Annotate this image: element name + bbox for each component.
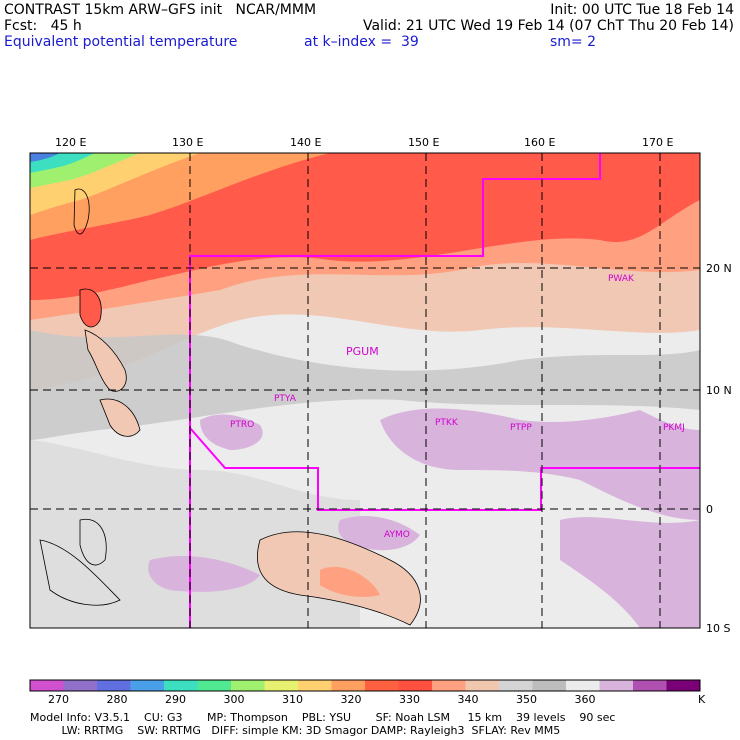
colorbar-tick-label: 280 [107,693,128,706]
colorbar-tick-label: 350 [516,693,537,706]
lon-label: 170 E [642,136,673,149]
smoothing: sm= 2 [550,34,597,50]
lon-label: 130 E [172,136,203,149]
colorbar-swatch [465,680,500,691]
colorbar-swatch [130,680,165,691]
colorbar-swatch [532,680,567,691]
lon-label: 160 E [524,136,555,149]
lat-label: 10 S [706,622,730,635]
theta-e-field [30,153,700,628]
lat-label: 20 N [706,262,732,275]
colorbar-swatch [231,680,265,691]
colorbar-swatch [633,680,667,691]
colorbar-swatch [264,680,299,691]
colorbar-swatch [30,680,64,691]
station-label: AYMO [384,530,410,540]
colorbar-tick-label: 310 [282,693,303,706]
model-info-line2: LW: RRTMG SW: RRTMG DIFF: simple KM: 3D … [30,724,561,737]
station-label: PKMJ [663,423,685,433]
colorbar-swatch [197,680,232,691]
colorbar-swatch [432,680,466,691]
level-index: at k–index = 39 [304,34,419,50]
lat-label: 0 [706,503,713,516]
station-label: PWAK [608,274,635,284]
colorbar-frame [29,679,701,692]
model-info-line1: Model Info: V3.5.1 CU: G3 MP: Thompson P… [30,711,616,724]
colorbar-tick-label: 360 [575,693,596,706]
station-label: PTPP [510,423,532,433]
colorbar-swatch [164,680,198,691]
colorbar-unit: K [698,693,706,706]
colorbar-swatch [599,680,634,691]
colorbar-swatch [365,680,399,691]
colorbar-swatch [666,680,701,691]
valid-time: Valid: 21 UTC Wed 19 Feb 14 (07 ChT Thu … [362,18,734,34]
station-label: PTYA [274,394,297,404]
map-frame [29,152,701,629]
init-time: Init: 00 UTC Tue 18 Feb 14 [550,2,734,18]
colorbar: 270 280 290 300 310 320 330 340 350 360 [29,679,701,706]
station-label: PTRO [230,420,254,430]
colorbar-tick-label: 340 [458,693,479,706]
lon-label: 150 E [408,136,439,149]
colorbar-swatch [331,680,366,691]
model-title: CONTRAST 15km ARW–GFS init NCAR/MMM [4,2,317,18]
colorbar-tick-label: 330 [399,693,420,706]
colorbar-swatch [298,680,332,691]
colorbar-tick-label: 290 [165,693,186,706]
colorbar-tick-label: 320 [341,693,362,706]
lon-label: 140 E [290,136,321,149]
colorbar-swatch [63,680,98,691]
colorbar-swatch [566,680,600,691]
field-name: Equivalent potential temperature [4,34,238,50]
colorbar-swatch [499,680,533,691]
station-label: PGUM [346,345,379,358]
lat-label: 10 N [706,384,732,397]
colorbar-tick-label: 300 [224,693,245,706]
colorbar-swatch [97,680,131,691]
station-label: PTKK [435,418,459,428]
colorbar-swatch [398,680,433,691]
forecast-hour: Fcst: 45 h [4,18,82,34]
lon-label: 120 E [55,136,86,149]
colorbar-tick-label: 270 [48,693,69,706]
